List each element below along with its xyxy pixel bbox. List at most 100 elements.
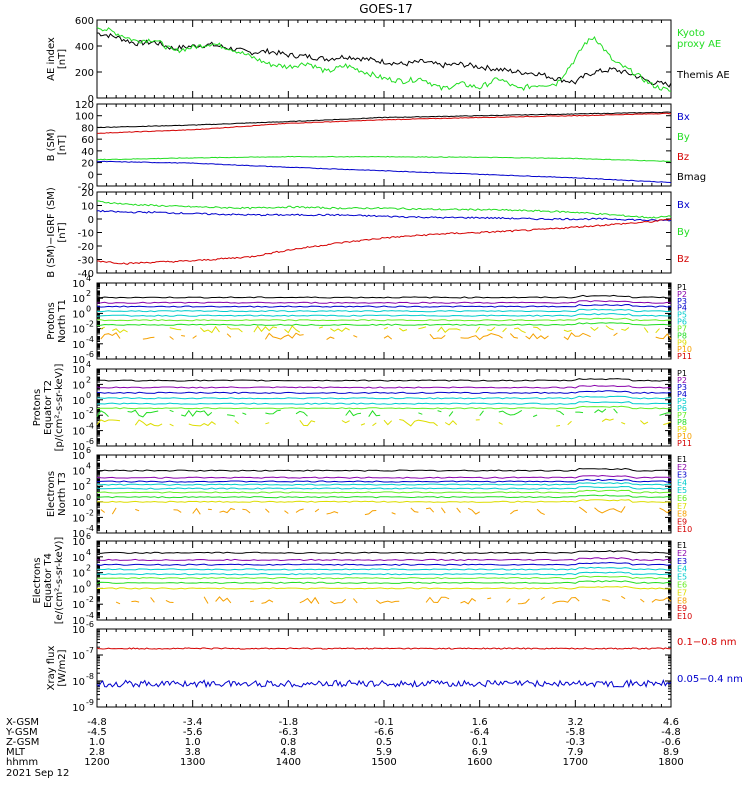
y-tick-label: -30 — [78, 256, 94, 267]
legend-item: P11 — [677, 439, 692, 448]
series-line-level — [418, 412, 423, 415]
series-line-level — [444, 420, 458, 426]
series-line-level — [575, 411, 584, 414]
series-line-level — [199, 325, 220, 334]
series-line-level — [299, 420, 316, 427]
y-tick-label: 102 — [72, 289, 91, 305]
series-line-level — [563, 332, 591, 341]
x-tick-label: -0.6 — [661, 737, 681, 748]
svg-text:10: 10 — [72, 380, 85, 391]
svg-text:-2: -2 — [86, 406, 94, 415]
series-line-by — [96, 155, 672, 162]
series-line-level — [460, 332, 503, 341]
svg-text:10: 10 — [72, 600, 85, 611]
svg-text:10: 10 — [72, 553, 85, 564]
series-line-level — [181, 335, 186, 337]
series-line-level — [498, 422, 503, 425]
y-tick-label: 400 — [75, 42, 94, 53]
legend-item: E9 — [677, 604, 687, 613]
legend-item: P9 — [677, 338, 687, 347]
series-line-level — [437, 326, 461, 334]
y-tick-label: 10-2 — [72, 508, 94, 524]
x-tick-label: 1.0 — [185, 737, 201, 748]
legend-item: E2 — [677, 549, 687, 558]
series-line-level — [96, 303, 672, 308]
series-line-level — [96, 400, 672, 405]
y-tick-label: 100 — [72, 493, 91, 509]
series-line-level — [621, 595, 626, 600]
series-line-level — [601, 418, 614, 423]
series-line-level — [640, 598, 645, 603]
series-line-level — [219, 507, 235, 514]
series-line-level — [253, 325, 278, 333]
series-line-level — [517, 598, 530, 605]
series-line-level — [525, 333, 549, 340]
series-line-level — [96, 313, 672, 317]
series-line-level — [326, 511, 339, 515]
legend-item: Bx — [677, 112, 690, 123]
svg-text:10: 10 — [72, 411, 85, 422]
series-line-level — [192, 507, 201, 515]
series-line-level — [643, 327, 649, 333]
series-line-level — [640, 420, 649, 425]
svg-text:-4: -4 — [86, 335, 94, 344]
series-line-level — [96, 485, 671, 490]
panel-frame-electrons_t3 — [96, 454, 672, 534]
legend-item: Bz — [677, 254, 689, 265]
y-tick-label: 80 — [81, 123, 94, 134]
y-tick-label: 10-2 — [72, 595, 94, 611]
series-line-level — [590, 326, 599, 332]
x-tick-label: 1.0 — [89, 737, 105, 748]
y-axis-label: Protons — [46, 302, 57, 339]
series-line-level — [502, 327, 507, 333]
legend-item: E5 — [677, 486, 687, 495]
y-axis-label: Equator T4 — [43, 553, 54, 608]
series-line-level — [234, 420, 239, 425]
series-line-level — [536, 508, 545, 516]
legend-item: P7 — [677, 411, 687, 420]
series-line-level — [399, 327, 408, 332]
legend-item: E4 — [677, 478, 687, 487]
y-tick-label: 100 — [72, 391, 91, 407]
y-tick-label: 102 — [72, 564, 91, 580]
x-tick-label: 2.8 — [89, 747, 105, 758]
svg-text:2: 2 — [86, 564, 91, 573]
svg-text:10: 10 — [72, 467, 85, 478]
series-line-level — [96, 294, 672, 299]
series-line-level — [556, 410, 565, 416]
series-line-level — [456, 507, 461, 513]
svg-text:10: 10 — [72, 442, 85, 453]
series-line-level — [621, 327, 630, 331]
series-line-level — [498, 409, 523, 416]
series-line-level — [127, 409, 159, 418]
series-line-level — [506, 598, 511, 603]
series-line-level — [467, 507, 480, 515]
svg-text:10: 10 — [72, 529, 85, 540]
legend-item: E8 — [677, 596, 687, 605]
series-line-level — [96, 580, 672, 584]
date-label: 2021 Sep 12 — [6, 768, 69, 779]
y-axis-label: North T1 — [57, 299, 68, 343]
y-tick-label: 40 — [81, 147, 94, 158]
series-line-level — [475, 326, 481, 333]
series-line-level — [181, 409, 213, 417]
legend-item: P8 — [677, 331, 687, 340]
y-tick-label: 10-2 — [72, 406, 94, 422]
series-line-level — [226, 326, 243, 333]
svg-text:2: 2 — [86, 375, 91, 384]
x-tick-label: 1700 — [563, 757, 588, 768]
series-line-level — [173, 509, 182, 513]
legend-item: P7 — [677, 324, 687, 333]
x-tick-label: 1800 — [658, 757, 683, 768]
svg-text:0: 0 — [86, 304, 91, 313]
series-line-level — [663, 421, 672, 426]
svg-text:10: 10 — [72, 569, 85, 580]
series-line-level — [242, 412, 247, 415]
x-tick-label: 0.8 — [280, 737, 296, 748]
svg-text:10: 10 — [72, 482, 85, 493]
series-line-level — [226, 333, 232, 338]
series-line-level — [383, 326, 389, 330]
y-tick-label: 0 — [88, 94, 94, 105]
y-tick-label: 10-7 — [72, 646, 94, 662]
